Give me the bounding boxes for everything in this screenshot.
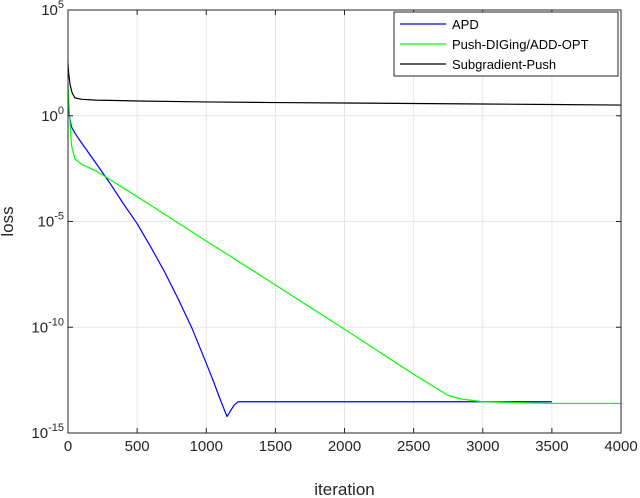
series-lines <box>67 63 622 418</box>
y-axis-label: loss <box>0 206 17 236</box>
y-tick-exponent: -10 <box>48 316 64 328</box>
x-axis-label: iteration <box>314 480 374 498</box>
x-tick-label: 2000 <box>328 438 361 455</box>
x-tick-label: 3000 <box>466 438 499 455</box>
y-tick-exponent: -15 <box>48 422 64 434</box>
legend: APD Push-DIGing/ADD-OPT Subgradient-Push <box>393 11 619 77</box>
x-tick-label: 1000 <box>190 438 223 455</box>
y-tick-exponent: -5 <box>54 211 64 223</box>
x-tick-label: 3500 <box>535 438 568 455</box>
x-tick-label: 4000 <box>604 438 637 455</box>
legend-label: Subgradient-Push <box>452 57 556 72</box>
x-tick-label: 500 <box>125 438 150 455</box>
y-tick-base: 10 <box>31 425 48 442</box>
y-tick-label: 10-5 <box>38 211 64 231</box>
legend-label: Push-DIGing/ADD-OPT <box>452 37 589 52</box>
series-line-0 <box>67 94 552 418</box>
y-tick-label: 105 <box>41 0 64 19</box>
y-tick-exponent: 0 <box>58 105 64 117</box>
series-line-2 <box>67 63 622 106</box>
legend-label: APD <box>452 17 479 32</box>
series-line-1 <box>67 84 621 405</box>
y-tick-base: 10 <box>41 2 58 19</box>
y-tick-label: 10-10 <box>31 316 64 336</box>
y-tick-base: 10 <box>38 214 55 231</box>
y-tick-label: 10-15 <box>31 422 64 442</box>
y-tick-exponent: 5 <box>58 0 64 11</box>
x-tick-label: 2500 <box>397 438 430 455</box>
x-tick-label: 1500 <box>259 438 292 455</box>
y-tick-base: 10 <box>41 108 58 125</box>
y-tick-base: 10 <box>31 319 48 336</box>
axis-ticks: 0 500 1000 1500 2000 2500 3000 3500 400010-1510-… <box>31 0 637 455</box>
y-tick-label: 100 <box>41 105 64 125</box>
x-tick-label: 0 <box>64 438 72 455</box>
